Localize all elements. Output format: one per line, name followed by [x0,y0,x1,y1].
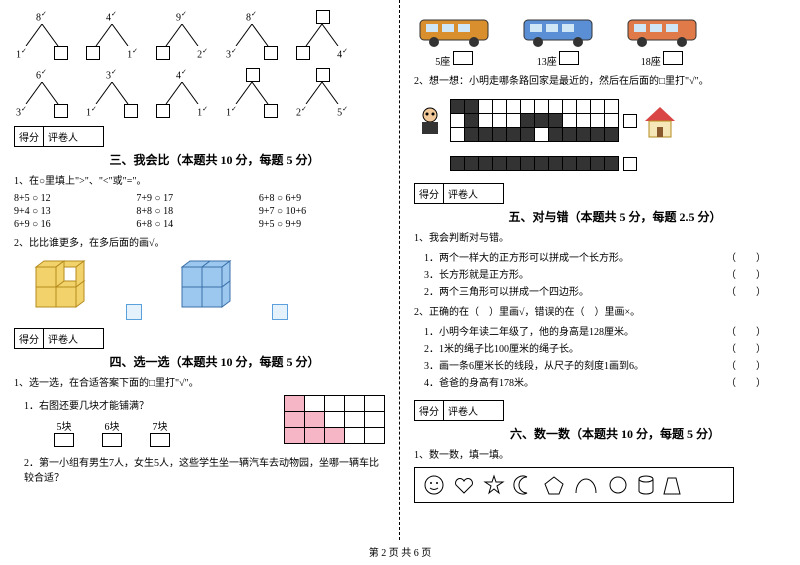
score-label: 得分 [415,401,444,420]
number-bond: 4✓1✓ [84,10,140,60]
judge-item: 1．小明今年读二年级了，他的身高是128厘米。（ ） [424,324,786,341]
path-checkbox-1[interactable] [623,114,637,128]
marker-label: 评卷人 [444,401,482,420]
section-4-title: 四、选一选（本题共 10 分，每题 5 分） [44,353,385,370]
sec4-q1-1: 1．右图还要几块才能铺满？ [14,399,264,414]
grid-path-2 [450,156,619,171]
comparison-item: 6+9 ○ 16 [14,219,136,230]
smiley-icon [423,474,445,496]
heart-icon [453,474,475,496]
sec3-q2: 2、比比谁更多，在多后面的画√。 [14,236,385,251]
house-icon [641,103,679,139]
marker-label: 评卷人 [44,329,82,348]
sec4-q1: 1、选一选，在合适答案下面的□里打"√"。 [14,376,385,391]
score-label: 得分 [15,127,44,146]
score-box-4: 得分 评卷人 [14,328,104,349]
comparison-item: 7+9 ○ 17 [136,193,258,204]
marker-label: 评卷人 [444,184,482,203]
section-3-title: 三、我会比（本题共 10 分，每题 5 分） [44,151,385,168]
comparison-item: 8+8 ○ 18 [136,206,258,217]
sec4b-q2: 2、想一想：小明走哪条路回家是最近的，然后在后面的□里打"√"。 [414,74,786,89]
score-box-6: 得分 评卷人 [414,400,504,421]
comparison-item: 9+7 ○ 10+6 [259,206,381,217]
number-bond: 8✓3✓ [224,10,280,60]
number-bond: 3✓1✓ [84,68,140,118]
tile-option[interactable]: 6块 [102,418,122,450]
circle-icon [607,474,629,496]
section-5-title: 五、对与错（本题共 5 分，每题 2.5 分） [444,208,786,225]
comparison-items: 8+5 ○ 127+9 ○ 176+8 ○ 6+9 9+4 ○ 138+8 ○ 1… [14,193,385,232]
tile-option[interactable]: 5块 [54,418,74,450]
number-bond: 4✓ [294,10,350,60]
number-bond: 9✓2✓ [154,10,210,60]
judge-list-1: 1．两个一样大的正方形可以拼成一个长方形。（ ）3．长方形就是正方形。（ ）2．… [414,250,786,301]
comparison-item: 6+8 ○ 6+9 [259,193,381,204]
tile-option[interactable]: 7块 [150,418,170,450]
vehicle-option[interactable]: 18座 [622,10,702,68]
judge-item: 2．两个三角形可以拼成一个四边形。（ ） [424,284,786,301]
path-row-1 [414,95,786,146]
comparison-item: 6+8 ○ 14 [136,219,258,230]
number-bonds-group: 8✓1✓ 4✓1✓ 9✓2✓ 8✓3✓ 4✓ 6✓3✓ 3✓1✓ 4✓1✓ 1✓… [14,10,385,118]
comparison-item: 9+5 ○ 9+9 [259,219,381,230]
pentagon-icon [543,474,565,496]
boy-icon [414,105,446,137]
judge-item: 2．1米的绳子比100厘米的绳子长。（ ） [424,341,786,358]
judge-item: 3．长方形就是正方形。（ ） [424,267,786,284]
score-box-3: 得分 评卷人 [14,126,104,147]
grid-path-1 [450,99,619,142]
arch-icon [573,474,599,496]
section-6-title: 六、数一数（本题共 10 分，每题 5 分） [444,425,786,442]
number-bond: 8✓1✓ [14,10,70,60]
star-icon [483,474,505,496]
sec5-q1: 1、我会判断对与错。 [414,231,786,246]
path-row-2 [414,152,786,175]
cylinder-icon [637,474,655,496]
cube-stack-blue [172,257,242,320]
yellow-checkbox[interactable] [126,304,142,320]
score-box-5: 得分 评卷人 [414,183,504,204]
vehicle-option[interactable]: 5座 [414,10,494,68]
sec4-q1-2: 2．第一小组有男生7人，女生5人，这些学生坐一辆汽车去动物园，坐哪一辆车比较合适… [14,456,385,486]
number-bond: 1✓ [224,68,280,118]
number-bond: 2✓5✓ [294,68,350,118]
score-label: 得分 [15,329,44,348]
sec3-q1: 1、在○里填上">"、"<"或"="。 [14,174,385,189]
comparison-item: 8+5 ○ 12 [14,193,136,204]
marker-label: 评卷人 [44,127,82,146]
shapes-row [414,467,734,503]
page-footer: 第 2 页 共 6 页 [0,544,800,559]
judge-item: 1．两个一样大的正方形可以拼成一个长方形。（ ） [424,250,786,267]
sec5-q2: 2、正确的在（ ）里画√，错误的在（ ）里画×。 [414,305,786,320]
score-label: 得分 [415,184,444,203]
path-checkbox-2[interactable] [623,157,637,171]
number-bond: 6✓3✓ [14,68,70,118]
comparison-item: 9+4 ○ 13 [14,206,136,217]
tile-choice-row: 5块 6块 7块 [54,418,264,450]
judge-item: 4．爸爸的身高有178米。（ ） [424,375,786,392]
sec6-q1: 1、数一数，填一填。 [414,448,786,463]
judge-list-2: 1．小明今年读二年级了，他的身高是128厘米。（ ）2．1米的绳子比100厘米的… [414,324,786,392]
pink-grid-figure [284,395,385,444]
cube-stack-yellow [26,257,96,320]
moon-icon [513,474,535,496]
left-column: 8✓1✓ 4✓1✓ 9✓2✓ 8✓3✓ 4✓ 6✓3✓ 3✓1✓ 4✓1✓ 1✓… [0,0,400,540]
blue-checkbox[interactable] [272,304,288,320]
number-bond: 4✓1✓ [154,68,210,118]
judge-item: 3．画一条6厘米长的线段，从尺子的刻度1画到6。（ ） [424,358,786,375]
vehicle-option[interactable]: 13座 [518,10,598,68]
trapezoid-icon [663,474,681,496]
vehicle-row: 5座 13座 18座 [414,10,786,68]
right-column: 5座 13座 18座 2、想一想：小明走哪条路回家是最近的，然后在后面的□里打"… [400,0,800,540]
cubes-compare-row [26,257,385,320]
